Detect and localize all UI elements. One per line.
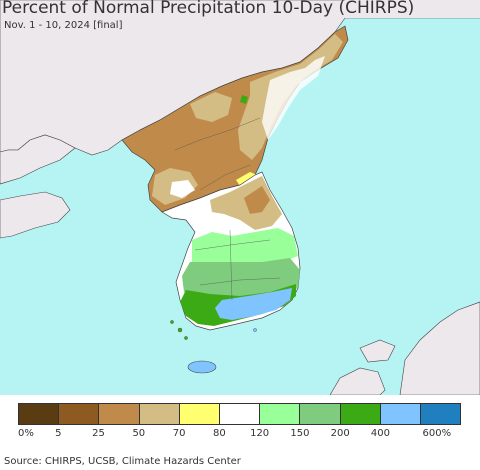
source-credit: Source: CHIRPS, UCSB, Climate Hazards Ce… bbox=[4, 456, 241, 467]
legend-tick-label: 70 bbox=[172, 428, 186, 439]
legend-swatch-1 bbox=[59, 404, 100, 424]
legend-tick-label: 120 bbox=[250, 428, 270, 439]
map-title: Percent of Normal Precipitation 10-Day (… bbox=[2, 0, 415, 18]
legend-swatch-5 bbox=[219, 404, 261, 424]
legend-swatch-4 bbox=[179, 404, 220, 424]
japan-kyushu bbox=[329, 367, 386, 395]
legend-swatch-8 bbox=[340, 404, 381, 424]
legend-swatch-6 bbox=[260, 404, 301, 424]
jeju-island bbox=[187, 360, 217, 374]
japan-honshu bbox=[399, 301, 480, 395]
legend-swatch-7 bbox=[300, 404, 341, 424]
map-svg bbox=[0, 0, 480, 395]
legend-tick-label: 50 bbox=[132, 428, 146, 439]
precipitation-map bbox=[0, 0, 480, 395]
legend-swatch-3 bbox=[139, 404, 180, 424]
legend-tick-label: 600% bbox=[422, 428, 452, 439]
legend-labels: 0% 5 25 50 70 80 120 150 200 400 600% bbox=[18, 428, 461, 442]
legend-colorbar bbox=[18, 403, 461, 425]
legend-swatch-2 bbox=[99, 404, 140, 424]
neighbor-landmass-west bbox=[0, 191, 71, 239]
legend-swatch-9 bbox=[380, 404, 421, 424]
legend bbox=[18, 403, 461, 425]
japan-shikoku bbox=[359, 339, 396, 363]
legend-swatch-0 bbox=[19, 404, 60, 424]
legend-swatch-10 bbox=[420, 404, 461, 424]
legend-tick-label: 150 bbox=[290, 428, 310, 439]
map-subtitle: Nov. 1 - 10, 2024 [final] bbox=[4, 20, 123, 31]
legend-tick-label: 400 bbox=[370, 428, 390, 439]
legend-tick-label: 200 bbox=[330, 428, 350, 439]
legend-tick-label: 25 bbox=[92, 428, 105, 439]
neighbor-landmass-liaodong bbox=[0, 134, 76, 185]
legend-tick-label: 0% bbox=[18, 428, 34, 439]
legend-tick-label: 5 bbox=[55, 428, 62, 439]
legend-tick-label: 80 bbox=[212, 428, 226, 439]
